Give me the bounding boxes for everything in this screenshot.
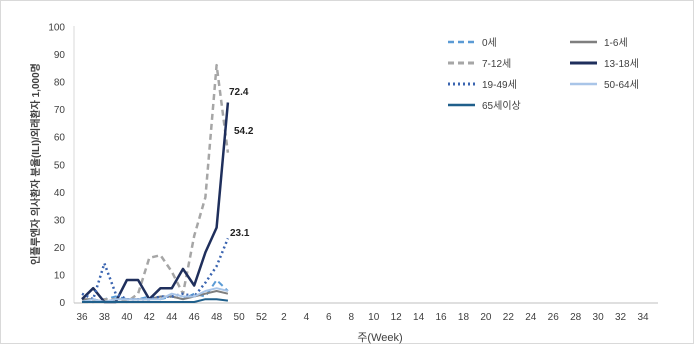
y-tick-label: 80 (54, 78, 66, 89)
series-lines (81, 63, 230, 304)
x-axis-label: 주(Week) (357, 332, 402, 344)
x-tick-label: 28 (570, 312, 582, 323)
x-tick-label: 32 (615, 312, 627, 323)
data-labels: 72.4 54.2 23.1 (229, 87, 254, 239)
x-tick-label: 40 (121, 312, 133, 323)
x-tick-label: 6 (326, 312, 332, 323)
series-line-6 (82, 298, 229, 303)
x-tick-label: 48 (211, 312, 223, 323)
y-tick-label: 90 (54, 50, 66, 61)
y-axis-label: 인플루엔자 의사환자 분율(ILI)/외래환자 1,000명 (29, 63, 42, 265)
x-tick-label: 24 (525, 312, 537, 323)
x-tick-label: 36 (76, 312, 88, 323)
y-tick-labels: 0 10 20 30 40 50 60 70 80 90 100 (48, 23, 65, 310)
legend-label: 7-12세 (482, 58, 511, 70)
x-tick-label: 4 (304, 312, 310, 323)
x-tick-label: 8 (348, 312, 354, 323)
y-tick-label: 10 (54, 270, 66, 281)
x-tick-label: 18 (458, 312, 470, 323)
data-label: 23.1 (230, 228, 250, 239)
y-tick-label: 30 (54, 215, 66, 226)
legend-label: 50-64세 (604, 79, 639, 91)
legend-label: 1-6세 (604, 37, 628, 49)
x-tick-label: 2 (281, 312, 287, 323)
x-tick-label: 44 (166, 312, 178, 323)
y-tick-label: 50 (54, 160, 66, 171)
x-tick-label: 16 (435, 312, 447, 323)
series-line-3 (81, 102, 230, 304)
series-line-2 (82, 63, 230, 304)
legend-label: 13-18세 (604, 58, 639, 70)
x-tick-label: 38 (99, 312, 111, 323)
x-tick-label: 22 (503, 312, 515, 323)
legend-label: 65세이상 (482, 100, 521, 112)
series-line-4 (81, 237, 230, 301)
x-tick-labels: 36 38 40 42 44 46 48 50 52 2 4 6 8 10 12 14 16 18 20 22 24 26… (76, 312, 649, 323)
y-tick-label: 40 (54, 188, 66, 199)
x-tick-label: 42 (144, 312, 156, 323)
x-tick-label: 26 (548, 312, 560, 323)
legend-label: 19-49세 (482, 79, 517, 91)
data-label: 54.2 (234, 126, 254, 137)
y-tick-label: 0 (59, 298, 65, 309)
x-tick-label: 50 (234, 312, 246, 323)
y-tick-label: 100 (48, 23, 65, 34)
x-tick-label: 34 (637, 312, 649, 323)
x-tick-label: 46 (189, 312, 201, 323)
x-tick-label: 20 (480, 312, 492, 323)
data-label: 72.4 (229, 87, 249, 98)
y-tick-label: 20 (54, 243, 66, 254)
x-tick-label: 52 (256, 312, 268, 323)
x-tick-label: 10 (368, 312, 380, 323)
x-tick-label: 30 (593, 312, 605, 323)
x-tick-label: 14 (413, 312, 425, 323)
legend-label: 0세 (482, 37, 497, 49)
y-tick-label: 70 (54, 105, 66, 116)
legend: 0세 1-6세 7-12세 13-18세 19-49세 50-64세 65세이상 (448, 37, 639, 112)
y-tick-label: 60 (54, 133, 66, 144)
x-tick-label: 12 (391, 312, 403, 323)
